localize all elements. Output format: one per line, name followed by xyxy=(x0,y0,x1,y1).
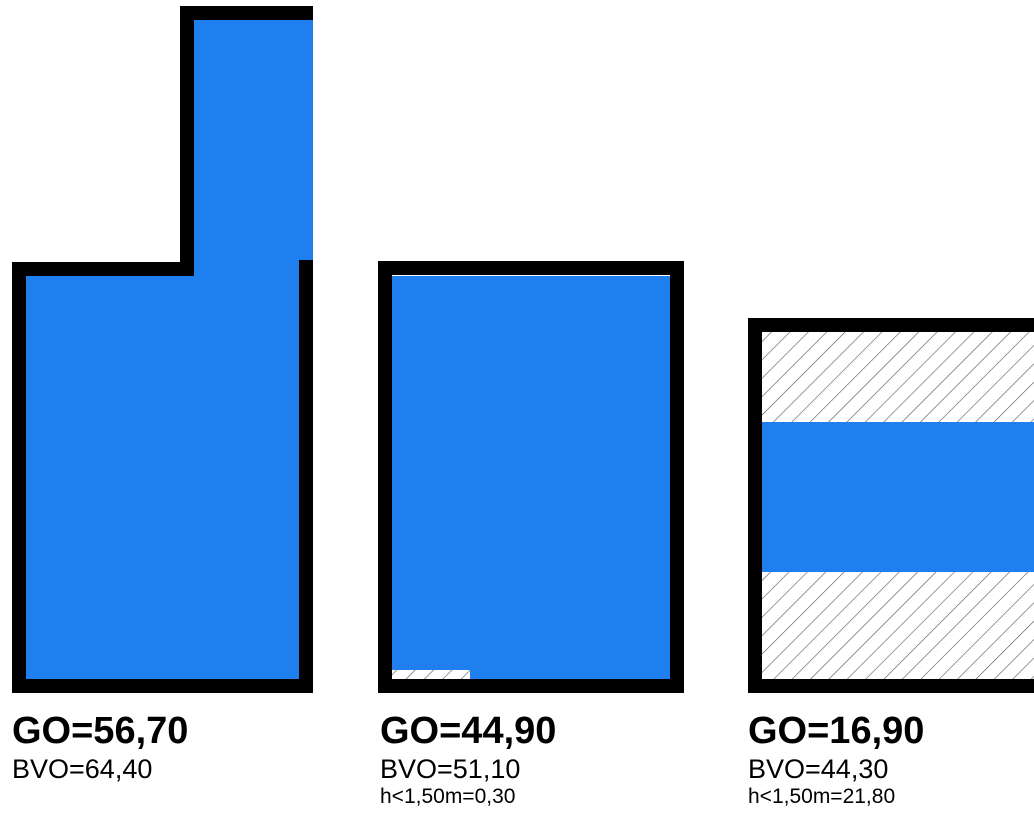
room-2-wall xyxy=(378,261,684,693)
room-3-go-label: GO=16,90 xyxy=(748,710,925,752)
room-3 xyxy=(748,318,1034,693)
room-3-wall xyxy=(748,318,1034,693)
room-3-floor-area xyxy=(756,422,1034,572)
room-1-wall xyxy=(12,6,313,693)
room-1-go-label: GO=56,70 xyxy=(12,710,189,752)
room-3-bvo-label: BVO=44,30 xyxy=(748,754,889,784)
room-2-go-label: GO=44,90 xyxy=(380,710,557,752)
room-1-floor-area xyxy=(19,20,313,679)
room-2 xyxy=(378,261,684,693)
room-2-low-height-label: h<1,50m=0,30 xyxy=(380,785,516,808)
room-3-low-height-area-top xyxy=(756,332,1034,422)
room-3-low-height-area-bottom xyxy=(756,572,1034,679)
room-2-floor-area xyxy=(388,276,677,679)
room-3-low-height-label: h<1,50m=21,80 xyxy=(748,785,896,808)
room-1 xyxy=(12,6,313,693)
room-2-bvo-label: BVO=51,10 xyxy=(380,754,521,784)
room-2-low-height-area xyxy=(388,670,470,679)
room-1-bvo-label: BVO=64,40 xyxy=(12,754,153,784)
